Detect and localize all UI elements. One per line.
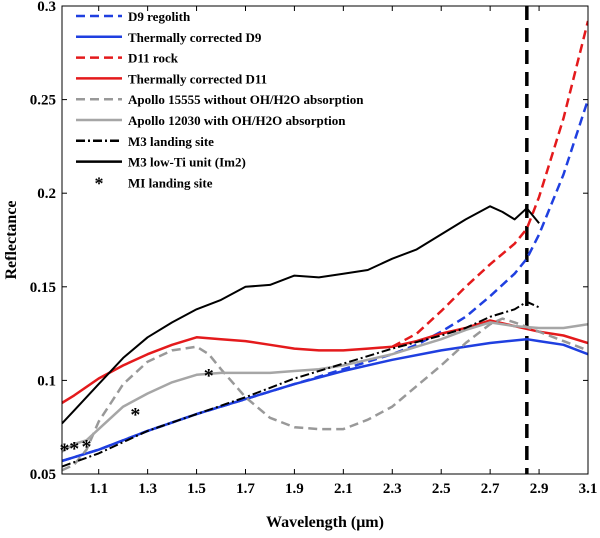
legend-label: M3 landing site: [128, 134, 214, 149]
x-tick-label: 2.1: [334, 481, 353, 497]
x-tick-label: 1.7: [236, 481, 255, 497]
y-tick-label: 0.05: [30, 467, 56, 483]
legend-label: D9 regolith: [128, 9, 191, 24]
legend-label: Apollo 15555 without OH/H2O absorption: [128, 92, 364, 107]
plot-frame: [61, 5, 589, 475]
legend-marker: *: [95, 173, 104, 193]
x-tick-label: 1.9: [285, 481, 304, 497]
x-tick-label: 1.5: [187, 481, 206, 497]
series-m3-landing-site: [62, 300, 540, 468]
marker-mi-landing-site: *: [59, 440, 69, 462]
legend-label: Thermally corrected D9: [128, 30, 262, 45]
legend-label: MI landing site: [128, 175, 213, 190]
legend: D9 regolith Thermally corrected D9 D11 roc…: [76, 9, 364, 193]
legend-item-m3-low-ti-unit-im2: M3 low-Ti unit (Im2): [76, 155, 246, 170]
marker-mi-landing-site: *: [204, 365, 214, 387]
marker-mi-landing-site: *: [69, 438, 79, 460]
x-tick-label: 1.3: [138, 481, 157, 497]
x-tick-label: 2.7: [481, 481, 500, 497]
series-apollo-15555-without-oh-h2o-absorption: [62, 317, 588, 472]
x-tick-label: 2.3: [383, 481, 402, 497]
legend-item-thermally-corrected-d11: Thermally corrected D11: [76, 71, 267, 86]
legend-item-d11-rock: D11 rock: [76, 51, 179, 66]
y-axis-label: Reflectance: [3, 200, 20, 279]
legend-item-m3-landing-site: M3 landing site: [76, 134, 214, 149]
legend-label: M3 low-Ti unit (Im2): [128, 155, 246, 170]
series-m3-low-ti-unit-im2: [62, 205, 540, 425]
y-tick-label: 0.25: [30, 93, 56, 109]
legend-item-apollo-12030-with-oh-h2o-absorption: Apollo 12030 with OH/H2O absorption: [76, 113, 346, 128]
legend-item-d9-regolith: D9 regolith: [76, 9, 191, 24]
y-tick-label: 0.15: [30, 280, 56, 296]
series-d11-rock: [391, 20, 588, 348]
legend-item-mi-landing-site: * MI landing site: [95, 173, 213, 193]
legend-label: Thermally corrected D11: [128, 71, 267, 86]
marker-mi-landing-site: *: [130, 404, 140, 426]
legend-label: Apollo 12030 with OH/H2O absorption: [128, 113, 346, 128]
legend-label: D11 rock: [128, 51, 179, 66]
y-tick-label: 0.2: [37, 186, 56, 202]
series-thermally-corrected-d9: [62, 337, 588, 463]
y-tick-label: 0.3: [37, 0, 56, 15]
series-d9-regolith: [62, 99, 588, 463]
legend-item-thermally-corrected-d9: Thermally corrected D9: [76, 30, 262, 45]
x-tick-label: 2.5: [432, 481, 451, 497]
series-thermally-corrected-d11: [62, 319, 588, 404]
x-axis-label: Wavelength (μm): [266, 514, 384, 531]
x-tick-label: 1.1: [89, 481, 108, 497]
x-tick-label: 3.1: [579, 481, 598, 497]
x-tick-label: 2.9: [530, 481, 549, 497]
plot-background: [62, 6, 588, 474]
series-apollo-12030-with-oh-h2o-absorption: [62, 321, 588, 453]
legend-item-apollo-15555-without-oh-h2o-absorption: Apollo 15555 without OH/H2O absorption: [76, 92, 364, 107]
marker-mi-landing-site: *: [81, 436, 91, 458]
y-tick-label: 0.1: [37, 373, 56, 389]
